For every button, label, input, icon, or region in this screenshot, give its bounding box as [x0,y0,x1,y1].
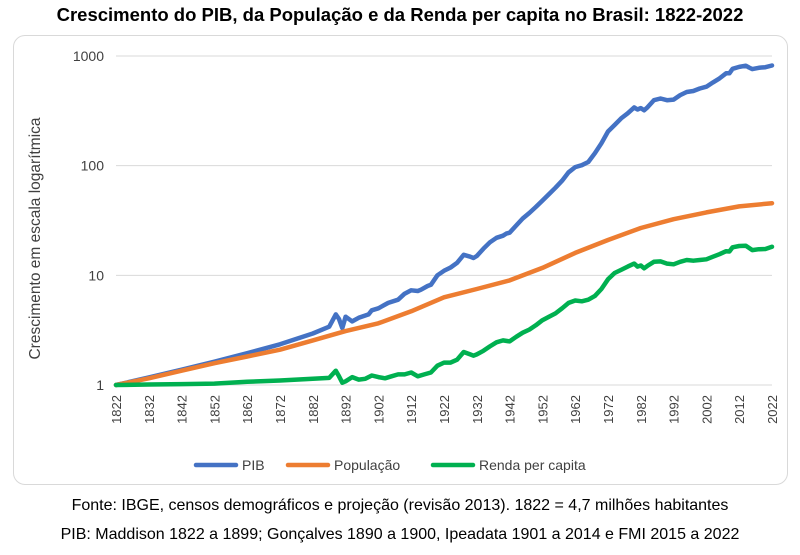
series-line-3 [113,243,775,388]
legend-label-3: Renda per capita [479,457,586,473]
x-tick-label-1942: 1942 [503,395,518,424]
y-tick-label-1: 1 [96,377,104,393]
legend-label-1: PIB [242,457,265,473]
x-tick-label-2012: 2012 [732,395,747,424]
x-tick-label-1952: 1952 [535,395,550,424]
legend-label-2: População [334,457,400,473]
source-note-1: Fonte: IBGE, censos demográficos e proje… [71,497,729,514]
x-tick-label-1882: 1882 [306,395,321,424]
y-tick-label-10: 10 [88,267,104,283]
y-tick-label-100: 100 [81,158,105,174]
x-tick-label-1902: 1902 [371,395,386,424]
chart-frame [13,35,788,485]
x-tick-label-1872: 1872 [273,395,288,424]
x-tick-label-1842: 1842 [175,395,190,424]
x-tick-label-1932: 1932 [470,395,485,424]
x-tick-label-2002: 2002 [699,395,714,424]
x-tick-label-1832: 1832 [142,395,157,424]
x-tick-label-1922: 1922 [437,395,452,424]
series-line-1 [113,63,775,388]
y-axis-label: Crescimento em escala logarítmica [27,117,44,359]
x-tick-label-1962: 1962 [568,395,583,424]
x-tick-label-1972: 1972 [601,395,616,424]
series-line-2 [113,200,775,388]
chart-svg: 1 10 100 1000 1822 1832 1842 1852 1862 1872 1882 18… [27,48,780,473]
x-tick-label-1862: 1862 [240,395,255,424]
x-tick-label-1822: 1822 [109,395,124,424]
x-tick-label-1892: 1892 [339,395,354,424]
x-tick-label-1852: 1852 [207,395,222,424]
x-tick-label-1992: 1992 [667,395,682,424]
source-note-2: PIB: Maddison 1822 a 1899; Gonçalves 189… [60,526,740,543]
chart-title: Crescimento do PIB, da População e da Re… [56,4,744,25]
x-tick-label-1912: 1912 [404,395,419,424]
x-tick-label-2022: 2022 [765,395,780,424]
y-tick-label-1000: 1000 [73,48,104,64]
x-tick-label-1982: 1982 [634,395,649,424]
